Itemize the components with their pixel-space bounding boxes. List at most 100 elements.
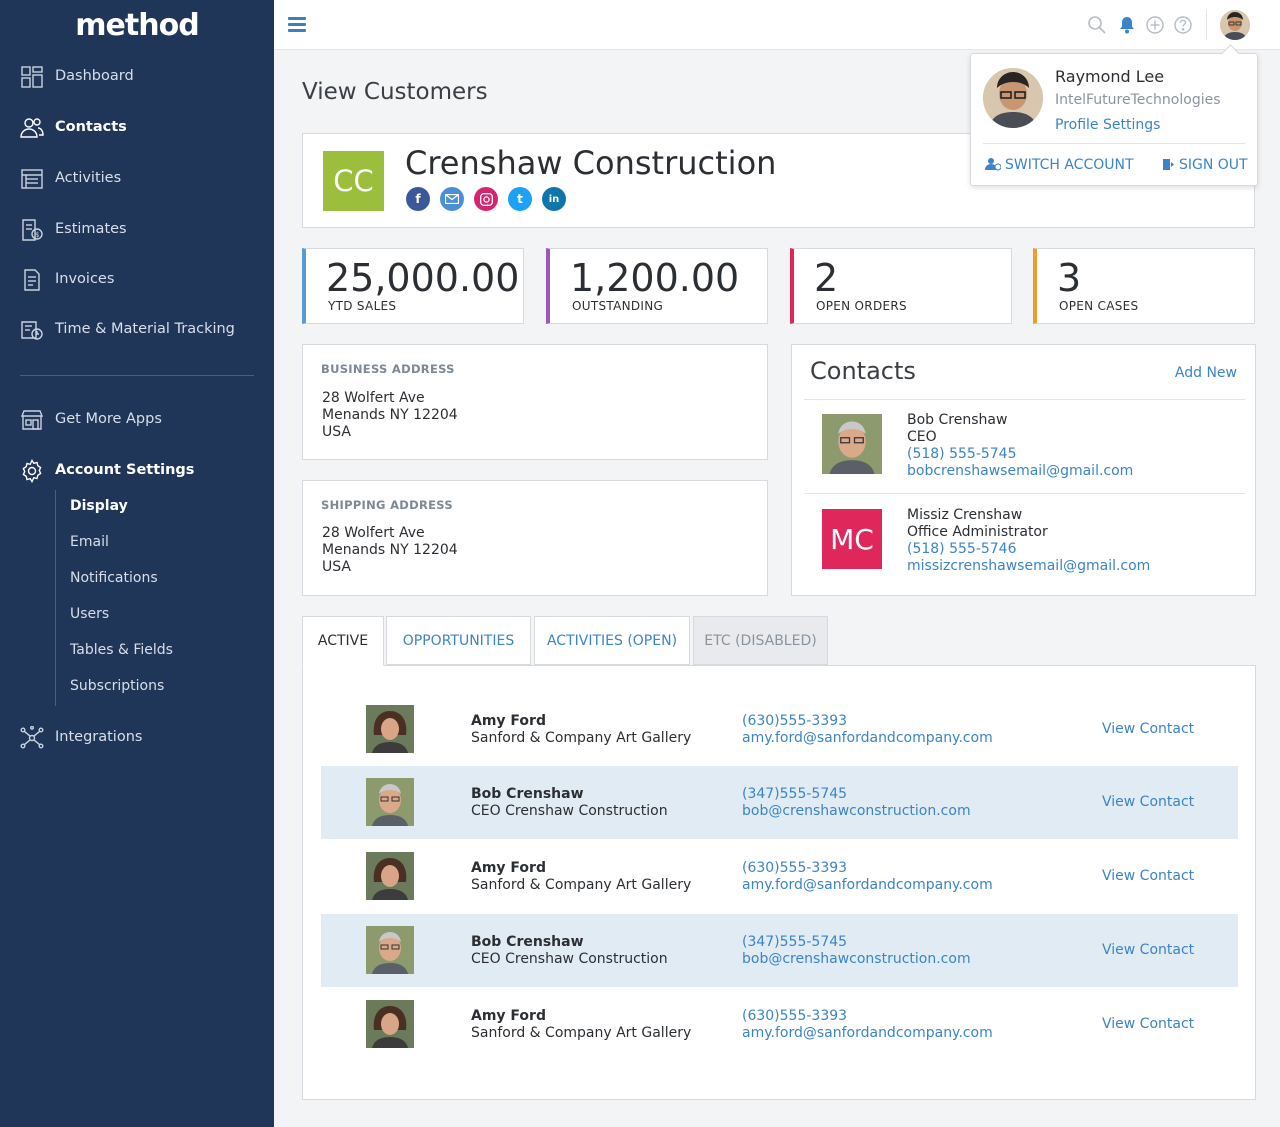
person-email-link[interactable]: bob@crenshawconstruction.com bbox=[742, 803, 971, 819]
add-circle-icon[interactable] bbox=[1145, 15, 1165, 35]
stat-ytd-sales: 25,000.00 YTD SALES bbox=[302, 248, 524, 324]
switch-account-button[interactable]: SWITCH ACCOUNT bbox=[985, 157, 1134, 173]
sidebar-item-label: Get More Apps bbox=[55, 411, 162, 427]
person-company: Sanford & Company Art Gallery bbox=[471, 1025, 692, 1041]
profile-divider bbox=[983, 143, 1245, 144]
subnav-users[interactable]: Users bbox=[70, 606, 110, 622]
sidebar-item-account-settings[interactable]: Account Settings bbox=[0, 453, 274, 489]
person-photo bbox=[366, 705, 414, 753]
person-phone-link[interactable]: (630)555-3393 bbox=[742, 860, 848, 876]
sidebar-item-label: Invoices bbox=[55, 271, 115, 287]
instagram-icon[interactable] bbox=[474, 187, 498, 211]
contact-name: Missiz Crenshaw bbox=[907, 507, 1023, 523]
tab-activities-open[interactable]: ACTIVITIES (OPEN) bbox=[534, 616, 690, 665]
view-contact-link[interactable]: View Contact bbox=[1102, 721, 1195, 737]
person-photo bbox=[366, 926, 414, 974]
person-email-link[interactable]: amy.ford@sanfordandcompany.com bbox=[742, 1025, 993, 1041]
contact-email-link[interactable]: missizcrenshawsemail@gmail.com bbox=[907, 558, 1151, 574]
address-line: Menands NY 12204 bbox=[322, 407, 458, 423]
profile-dropdown: Raymond Lee IntelFutureTechnologies Prof… bbox=[970, 53, 1258, 186]
sidebar-item-invoices[interactable]: Invoices bbox=[0, 262, 274, 298]
subnav-tables-fields[interactable]: Tables & Fields bbox=[70, 642, 173, 658]
sidebar-item-estimates[interactable]: $ Estimates bbox=[0, 212, 274, 248]
address-line: Menands NY 12204 bbox=[322, 542, 458, 558]
store-icon bbox=[20, 410, 44, 430]
sidebar-item-get-more-apps[interactable]: Get More Apps bbox=[0, 402, 274, 438]
person-email-link[interactable]: amy.ford@sanfordandcompany.com bbox=[742, 877, 993, 893]
person-email-link[interactable]: amy.ford@sanfordandcompany.com bbox=[742, 730, 993, 746]
person-photo bbox=[366, 1000, 414, 1048]
shipping-address-heading: SHIPPING ADDRESS bbox=[321, 498, 453, 512]
view-contact-link[interactable]: View Contact bbox=[1102, 794, 1195, 810]
switch-account-label: SWITCH ACCOUNT bbox=[1005, 157, 1134, 173]
stat-label: YTD SALES bbox=[328, 299, 397, 313]
subnav-email[interactable]: Email bbox=[70, 534, 109, 550]
person-name: Amy Ford bbox=[471, 1008, 546, 1024]
profile-settings-link[interactable]: Profile Settings bbox=[1055, 117, 1161, 133]
top-bar bbox=[274, 0, 1280, 50]
email-icon[interactable] bbox=[440, 187, 464, 211]
contacts-divider bbox=[804, 399, 1245, 400]
page-title: View Customers bbox=[302, 79, 488, 105]
person-email-link[interactable]: bob@crenshawconstruction.com bbox=[742, 951, 971, 967]
user-avatar[interactable] bbox=[1220, 10, 1250, 40]
stat-value: 25,000.00 bbox=[326, 256, 520, 300]
activities-icon bbox=[21, 169, 43, 189]
contacts-card: Contacts Add New Bob Crenshaw CEO (518) … bbox=[791, 344, 1256, 596]
bell-icon[interactable] bbox=[1117, 15, 1137, 35]
method-logo[interactable]: method bbox=[75, 8, 199, 43]
person-phone-link[interactable]: (630)555-3393 bbox=[742, 713, 848, 729]
business-address-heading: BUSINESS ADDRESS bbox=[321, 362, 455, 376]
person-phone-link[interactable]: (347)555-5745 bbox=[742, 934, 848, 950]
customer-name: Crenshaw Construction bbox=[405, 144, 777, 182]
person-phone-link[interactable]: (347)555-5745 bbox=[742, 786, 848, 802]
stat-value: 2 bbox=[814, 256, 839, 300]
contact-phone-link[interactable]: (518) 555-5746 bbox=[907, 541, 1017, 557]
subnav-display[interactable]: Display bbox=[70, 498, 128, 514]
person-company: Sanford & Company Art Gallery bbox=[471, 877, 692, 893]
subnav-notifications[interactable]: Notifications bbox=[70, 570, 158, 586]
search-icon[interactable] bbox=[1087, 15, 1107, 35]
address-line: 28 Wolfert Ave bbox=[322, 390, 425, 406]
sidebar-item-time-material[interactable]: Time & Material Tracking bbox=[0, 312, 274, 348]
sign-out-button[interactable]: SIGN OUT bbox=[1163, 157, 1248, 173]
add-new-contact-link[interactable]: Add New bbox=[1174, 365, 1237, 381]
hamburger-menu-icon[interactable] bbox=[288, 17, 306, 33]
person-company: CEO Crenshaw Construction bbox=[471, 951, 668, 967]
sidebar-divider bbox=[20, 375, 254, 376]
tab-content-panel: Amy Ford Sanford & Company Art Gallery (… bbox=[302, 665, 1256, 1100]
view-contact-link[interactable]: View Contact bbox=[1102, 942, 1195, 958]
sidebar-item-label: Time & Material Tracking bbox=[55, 321, 235, 337]
person-name: Bob Crenshaw bbox=[471, 786, 584, 802]
help-icon[interactable] bbox=[1173, 15, 1193, 35]
sidebar-item-integrations[interactable]: Integrations bbox=[0, 720, 274, 756]
sidebar-item-label: Dashboard bbox=[55, 68, 134, 84]
twitter-icon[interactable]: t bbox=[508, 187, 532, 211]
view-contact-link[interactable]: View Contact bbox=[1102, 1016, 1195, 1032]
stat-outstanding: 1,200.00 OUTSTANDING bbox=[546, 248, 768, 324]
sidebar-item-dashboard[interactable]: Dashboard bbox=[0, 59, 274, 95]
linkedin-icon[interactable]: in bbox=[542, 187, 566, 211]
tab-opportunities[interactable]: OPPORTUNITIES bbox=[386, 616, 531, 665]
person-phone-link[interactable]: (630)555-3393 bbox=[742, 1008, 848, 1024]
sidebar-item-contacts[interactable]: Contacts bbox=[0, 110, 274, 146]
view-contact-link[interactable]: View Contact bbox=[1102, 868, 1195, 884]
facebook-icon[interactable]: f bbox=[406, 187, 430, 211]
profile-company: IntelFutureTechnologies bbox=[1055, 92, 1221, 108]
sidebar-item-activities[interactable]: Activities bbox=[0, 161, 274, 197]
subnav-subscriptions[interactable]: Subscriptions bbox=[70, 678, 165, 694]
sign-out-icon bbox=[1163, 159, 1174, 170]
profile-name: Raymond Lee bbox=[1055, 67, 1165, 86]
dashboard-icon bbox=[21, 66, 43, 88]
tab-active[interactable]: ACTIVE bbox=[302, 616, 384, 666]
address-line: USA bbox=[322, 559, 351, 575]
estimates-icon: $ bbox=[22, 219, 43, 241]
account-settings-subnav: Display Email Notifications Users Tables… bbox=[55, 490, 255, 706]
sidebar-item-label: Contacts bbox=[55, 119, 127, 135]
contact-phone-link[interactable]: (518) 555-5745 bbox=[907, 446, 1017, 462]
stat-label: OUTSTANDING bbox=[572, 299, 664, 313]
contact-details: Bob Crenshaw CEO (518) 555-5745 bobcrens… bbox=[907, 412, 1133, 480]
contact-email-link[interactable]: bobcrenshawsemail@gmail.com bbox=[907, 463, 1134, 479]
sidebar-item-label: Integrations bbox=[55, 729, 143, 745]
time-tracking-icon bbox=[21, 321, 43, 340]
